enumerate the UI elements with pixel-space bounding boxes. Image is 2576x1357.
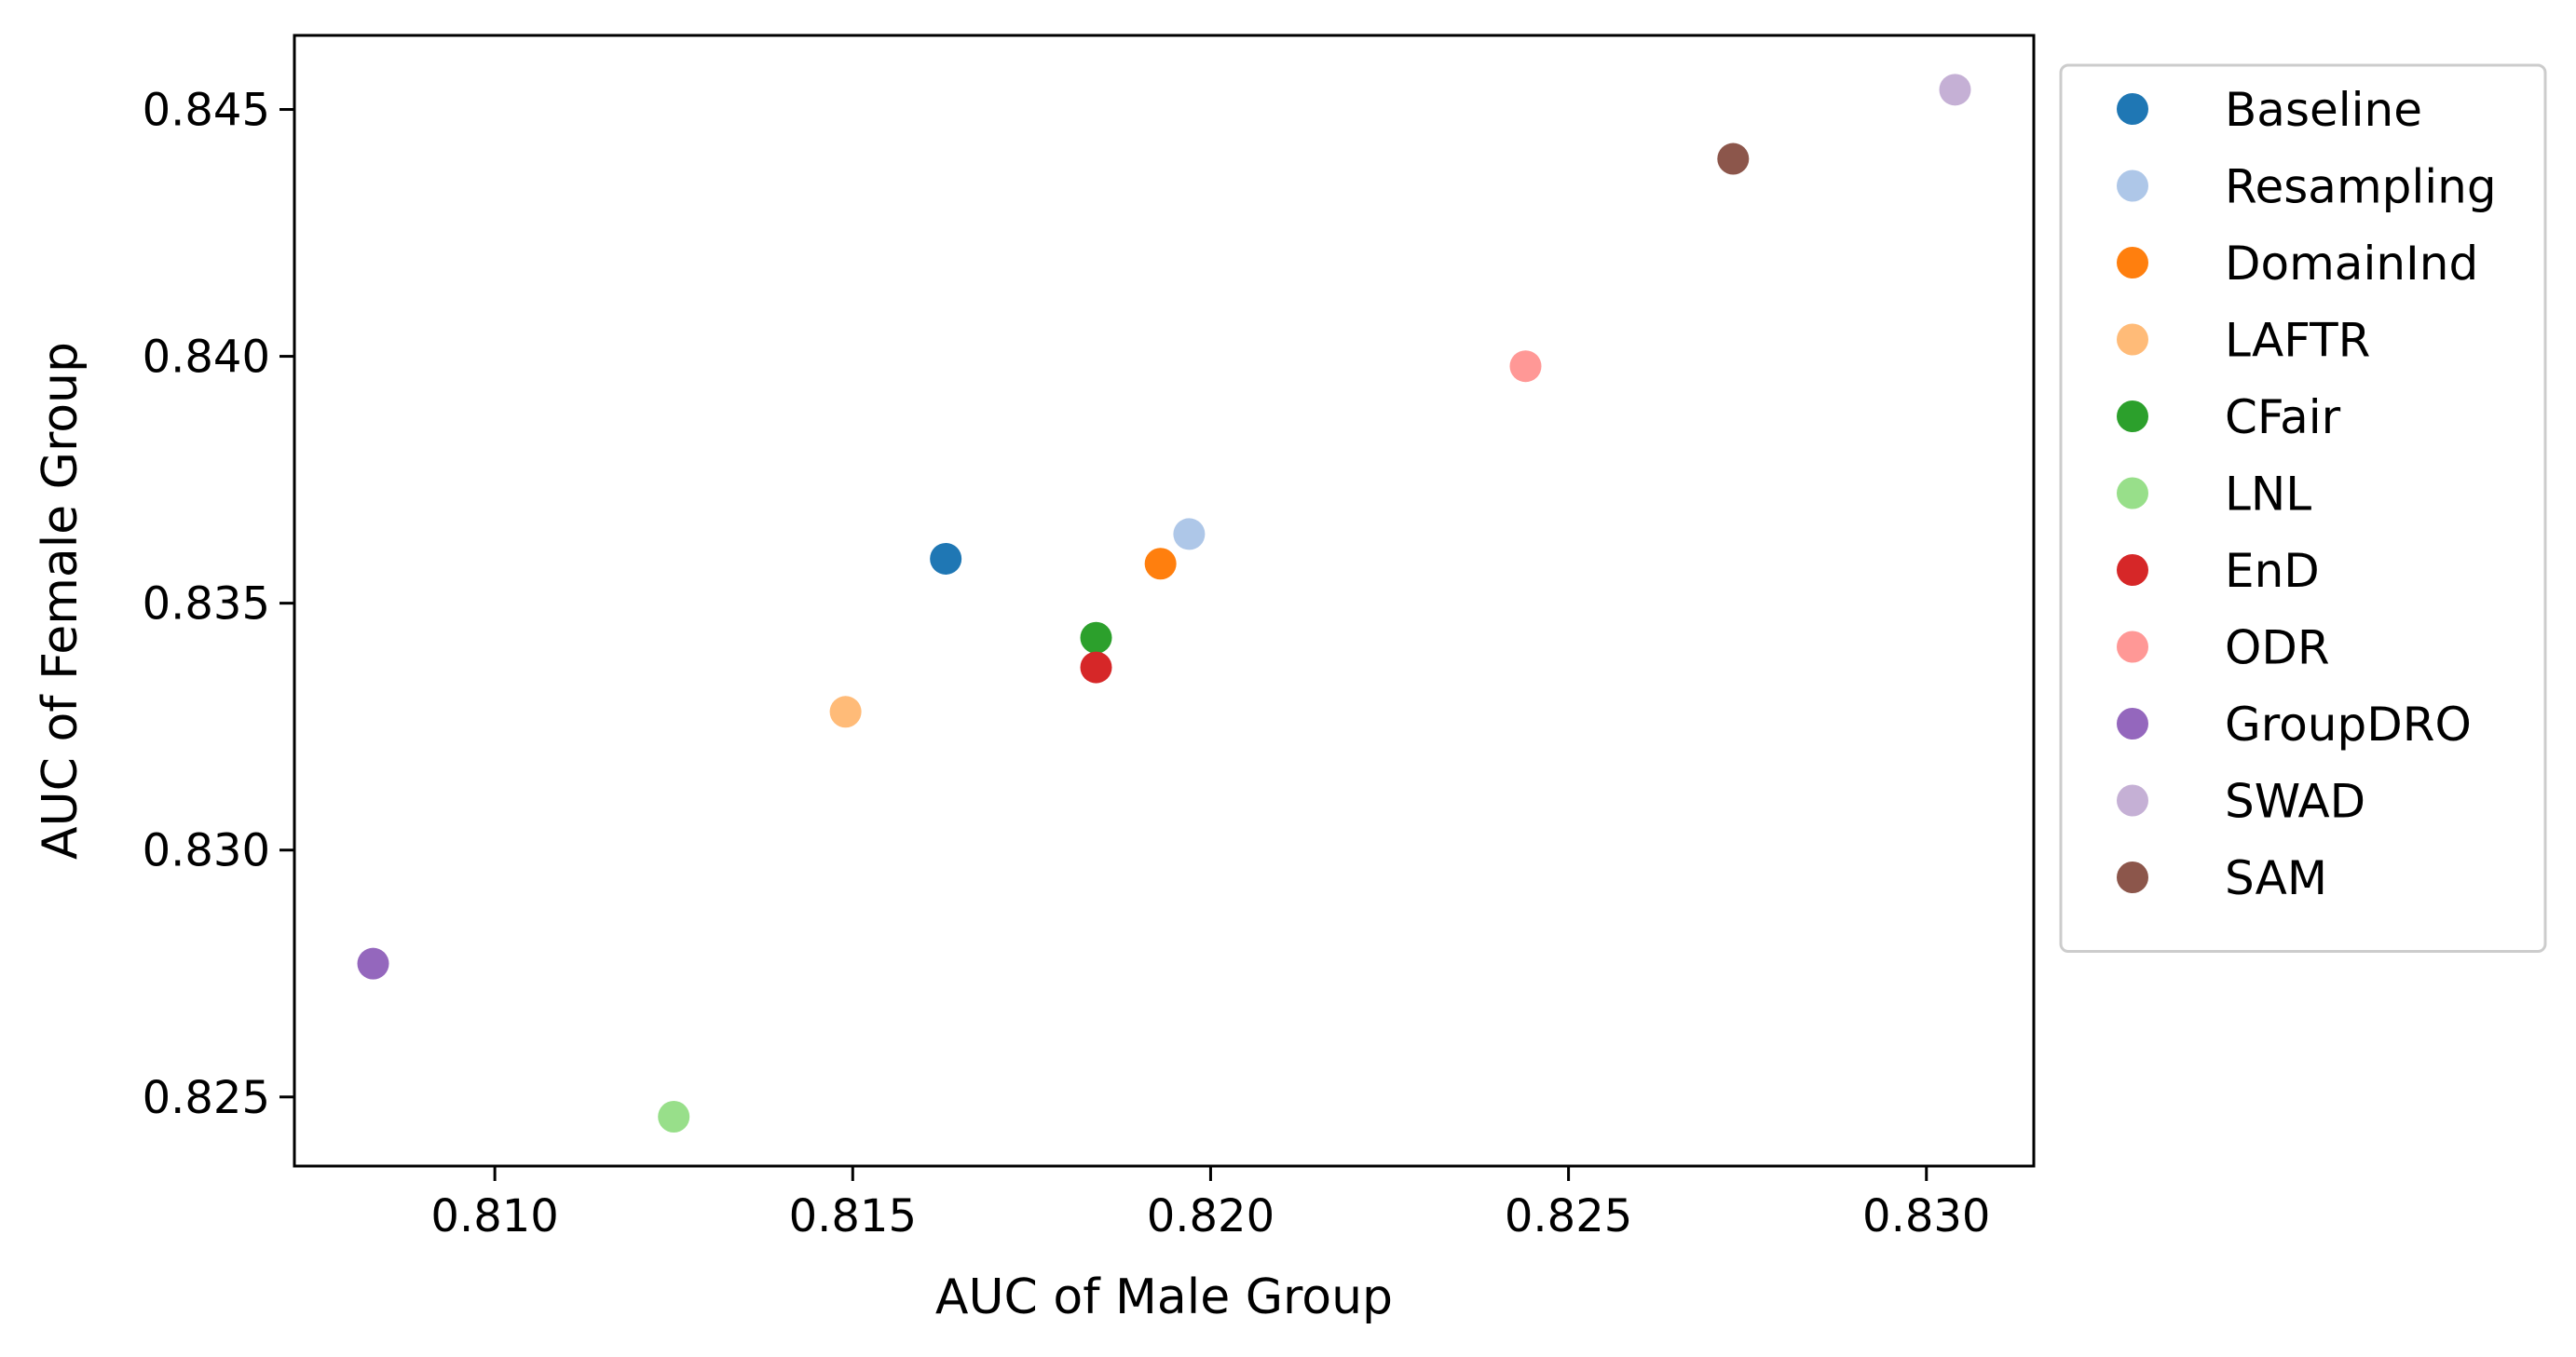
y-tick-label: 0.840 (143, 332, 270, 384)
point-lnl (658, 1100, 690, 1133)
y-axis-ticks: 0.825 0.830 0.835 0.840 0.845 (143, 85, 294, 1124)
legend-label-end: EnD (2225, 544, 2320, 598)
legend-label-lnl: LNL (2225, 468, 2311, 522)
legend-marker-end (2117, 554, 2148, 586)
y-tick-label: 0.835 (143, 578, 270, 631)
legend-label-baseline: Baseline (2225, 83, 2422, 137)
legend-label-resampling: Resampling (2225, 160, 2497, 214)
legend-marker-groupdro (2117, 708, 2148, 740)
legend-marker-baseline (2117, 93, 2148, 125)
legend-marker-odr (2117, 631, 2148, 663)
legend-label-sam: SAM (2225, 851, 2327, 905)
point-laftr (829, 696, 862, 728)
y-tick-label: 0.845 (143, 85, 270, 137)
x-tick-label: 0.830 (1862, 1190, 1990, 1242)
legend-box (2059, 63, 2547, 953)
point-baseline (930, 542, 962, 575)
legend-marker-laftr (2117, 323, 2148, 356)
legend-marker-domainind (2117, 247, 2148, 278)
legend-label-domainind: DomainInd (2225, 237, 2478, 291)
y-tick-label: 0.825 (143, 1072, 270, 1124)
legend: Baseline Resampling DomainInd LAFTR CFair LNL… (2059, 63, 2547, 953)
x-axis-label: AUC of Male Group (935, 1269, 1393, 1325)
x-tick-label: 0.815 (789, 1190, 917, 1242)
point-swad (1939, 74, 1971, 106)
y-axis-label: AUC of Female Group (33, 342, 89, 860)
point-end (1080, 651, 1112, 684)
point-odr (1509, 350, 1542, 383)
legend-marker-sam (2117, 862, 2148, 893)
legend-label-laftr: LAFTR (2225, 314, 2370, 368)
legend-marker-swad (2117, 784, 2148, 817)
plot-frame (293, 34, 2036, 1168)
point-sam (1717, 142, 1750, 175)
point-cfair (1080, 621, 1112, 654)
y-tick-label: 0.830 (143, 825, 270, 877)
x-tick-label: 0.825 (1505, 1190, 1632, 1242)
point-resampling (1173, 518, 1206, 550)
legend-label-cfair: CFair (2225, 390, 2341, 444)
data-points (357, 74, 1971, 1133)
legend-marker-cfair (2117, 400, 2148, 432)
legend-label-groupdro: GroupDRO (2225, 698, 2472, 752)
legend-items: Baseline Resampling DomainInd LAFTR CFair LNL… (2117, 83, 2497, 905)
legend-marker-resampling (2117, 170, 2148, 202)
x-tick-label: 0.820 (1147, 1190, 1274, 1242)
legend-label-odr: ODR (2225, 621, 2330, 675)
x-tick-label: 0.810 (430, 1190, 558, 1242)
x-axis-ticks: 0.810 0.815 0.820 0.825 0.830 (430, 1166, 1990, 1242)
legend-marker-lnl (2117, 477, 2148, 509)
legend-label-swad: SWAD (2225, 775, 2365, 829)
point-groupdro (357, 947, 389, 980)
point-domainind (1144, 548, 1177, 580)
